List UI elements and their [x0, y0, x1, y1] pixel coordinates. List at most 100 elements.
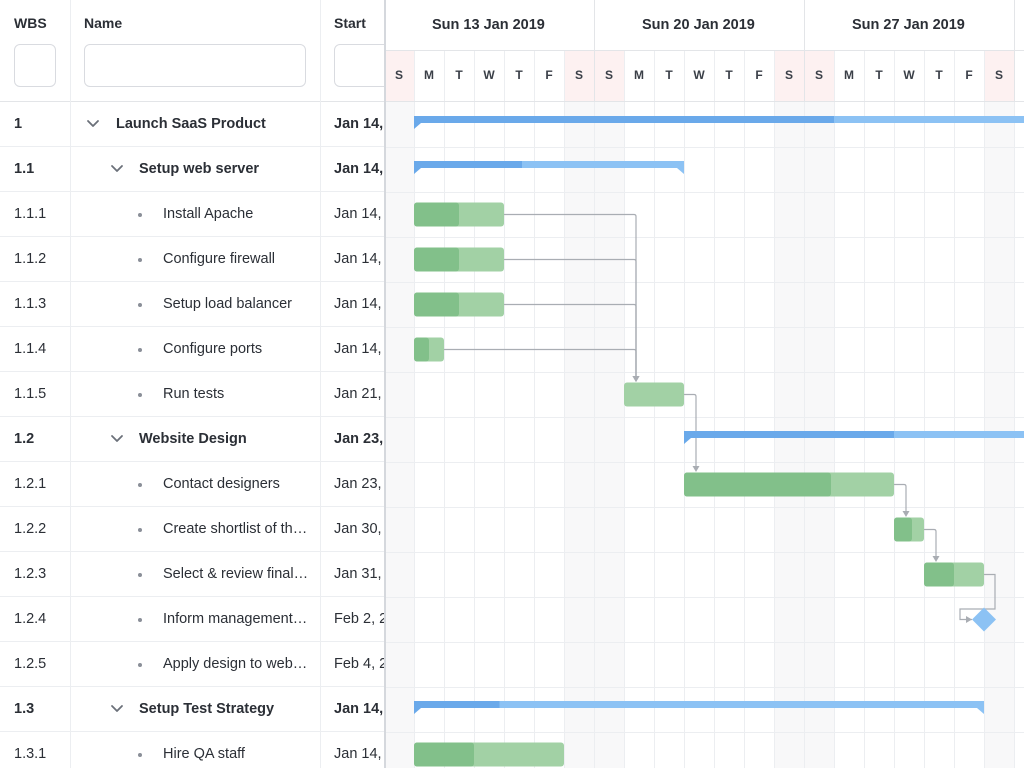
start-date-cell: Jan 14, 2019 [334, 161, 384, 177]
day-header-label: S [814, 68, 823, 82]
task-row[interactable]: 1.1.5 Run tests Jan 21, 2019 [0, 372, 384, 417]
bullet-icon [138, 348, 142, 352]
bullet-icon [138, 258, 142, 262]
day-header-label: W [483, 68, 495, 82]
dependency-arrow [966, 616, 972, 623]
day-header-label: W [693, 68, 705, 82]
dependency-line [924, 528, 937, 558]
bullet-icon [138, 618, 142, 622]
task-row[interactable]: 1.1.3 Setup load balancer Jan 14, 2019 [0, 282, 384, 327]
summary-bar-start-cap [414, 168, 421, 174]
weekend-header-shade [386, 50, 414, 102]
chevron-down-icon[interactable] [110, 434, 124, 444]
task-row[interactable]: 1.1.1 Install Apache Jan 14, 2019 [0, 192, 384, 237]
wbs-cell: 1.2.4 [14, 611, 47, 627]
column-header-name[interactable]: Name [70, 0, 320, 102]
chevron-down-icon[interactable] [110, 704, 124, 714]
task-row[interactable]: 1.2.4 Inform management about decision Feb… [0, 597, 384, 642]
day-header-label: T [665, 68, 673, 82]
day-header-label: M [844, 68, 854, 82]
day-header-label: W [903, 68, 915, 82]
task-name-cell: Setup load balancer [163, 296, 292, 312]
task-name-cell: Run tests [163, 386, 225, 402]
chevron-down-icon[interactable] [86, 119, 100, 129]
gantt-canvas [386, 0, 1024, 768]
task-row[interactable]: 1.2.5 Apply design to web site Feb 4, 2019 [0, 642, 384, 687]
task-progress[interactable] [924, 562, 954, 587]
start-date-cell: Jan 14, 2019 [334, 296, 384, 312]
wbs-cell: 1.1.3 [14, 296, 47, 312]
task-name-cell: Select & review final design [163, 566, 310, 582]
summary-progress[interactable] [414, 116, 834, 123]
start-date-cell: Jan 14, 2019 [334, 116, 384, 132]
summary-bar[interactable] [414, 161, 684, 168]
chevron-down-icon[interactable] [110, 164, 124, 174]
day-header-label: T [725, 68, 733, 82]
task-progress[interactable] [414, 337, 429, 362]
parent-task-row[interactable]: 1 Launch SaaS Product Jan 14, 2019 [0, 102, 384, 147]
task-bar[interactable] [624, 382, 684, 407]
summary-bar-end-cap [677, 168, 684, 174]
dependency-line [894, 483, 907, 513]
wbs-cell: 1.1.5 [14, 386, 47, 402]
task-name-cell: Setup Test Strategy [139, 701, 275, 717]
task-row[interactable]: 1.2.1 Contact designers Jan 23, 2019 [0, 462, 384, 507]
summary-bar-start-cap [684, 438, 691, 444]
wbs-cell: 1.1.1 [14, 206, 47, 222]
wbs-cell: 1.3 [14, 701, 35, 717]
task-grid: WBS Name Start 1 Launch SaaS Product Jan 1… [0, 0, 384, 768]
summary-progress[interactable] [684, 431, 894, 438]
task-row[interactable]: 1.2.3 Select & review final design Jan 31,… [0, 552, 384, 597]
column-divider[interactable] [70, 0, 71, 768]
wbs-filter-input[interactable] [14, 44, 56, 87]
start-date-cell: Jan 14, 2019 [334, 701, 384, 717]
grid-timeline-splitter[interactable] [384, 0, 386, 768]
start-date-cell: Jan 14, 2019 [334, 206, 384, 222]
dependency-line [684, 393, 697, 468]
day-header-label: S [574, 68, 583, 82]
bullet-icon [138, 303, 142, 307]
summary-progress[interactable] [414, 161, 522, 168]
parent-task-row[interactable]: 1.1 Setup web server Jan 14, 2019 [0, 147, 384, 192]
task-row[interactable]: 1.1.4 Configure ports Jan 14, 2019 [0, 327, 384, 372]
weekend-column-shade [594, 102, 624, 768]
task-progress[interactable] [684, 472, 831, 497]
parent-task-row[interactable]: 1.3 Setup Test Strategy Jan 14, 2019 [0, 687, 384, 732]
bullet-icon [138, 393, 142, 397]
task-progress[interactable] [414, 202, 459, 227]
summary-bar-start-cap [414, 123, 421, 129]
column-title-wbs: WBS [14, 15, 47, 31]
bullet-icon [138, 753, 142, 757]
column-title-name: Name [84, 15, 123, 31]
start-filter-input[interactable] [334, 44, 384, 87]
task-progress[interactable] [414, 742, 474, 767]
start-date-cell: Jan 21, 2019 [334, 386, 384, 402]
task-progress[interactable] [414, 247, 459, 272]
name-filter-input[interactable] [84, 44, 306, 87]
task-row[interactable]: 1.2.2 Create shortlist of three designers… [0, 507, 384, 552]
wbs-cell: 1.1 [14, 161, 35, 177]
bullet-icon [138, 213, 142, 217]
task-name-cell: Configure firewall [163, 251, 276, 267]
summary-progress[interactable] [414, 701, 500, 708]
parent-task-row[interactable]: 1.2 Website Design Jan 23, 2019 [0, 417, 384, 462]
task-progress[interactable] [894, 517, 912, 542]
column-divider[interactable] [320, 0, 321, 768]
summary-bar[interactable] [414, 701, 984, 708]
weekend-header-shade [594, 50, 624, 102]
start-date-cell: Jan 23, 2019 [334, 476, 384, 492]
task-name-cell: Setup web server [139, 161, 260, 177]
wbs-cell: 1.2.5 [14, 656, 47, 672]
dependency-arrow [932, 556, 940, 562]
start-date-cell: Jan 14, 2019 [334, 746, 384, 762]
bullet-icon [138, 663, 142, 667]
task-name-cell: Configure ports [163, 341, 263, 357]
task-row[interactable]: 1.3.1 Hire QA staff Jan 14, 2019 [0, 732, 384, 768]
column-header-start[interactable]: Start [320, 0, 384, 102]
dependency-line [504, 303, 637, 378]
task-progress[interactable] [414, 292, 459, 317]
task-row[interactable]: 1.1.2 Configure firewall Jan 14, 2019 [0, 237, 384, 282]
dependency-line [959, 573, 996, 621]
column-header-wbs[interactable]: WBS [0, 0, 70, 102]
milestone-diamond[interactable] [972, 607, 996, 632]
